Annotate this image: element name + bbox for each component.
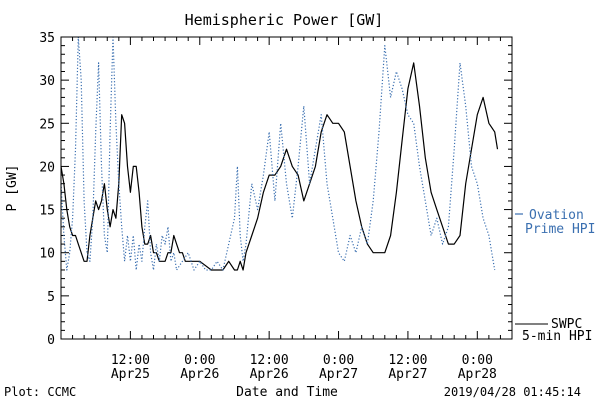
y-tick-label: 30 — [39, 74, 55, 89]
x-tick-time-label: 12:00 — [388, 353, 427, 368]
series-ovation-line — [60, 36, 496, 271]
series-swpc-line — [60, 62, 499, 271]
series-layer — [60, 36, 499, 271]
legend-swpc-line2: 5-min HPI — [522, 329, 592, 344]
x-tick-time-label: 0:00 — [184, 353, 215, 368]
y-axis-label: P [GW] — [5, 165, 20, 212]
chart-title: Hemispheric Power [GW] — [185, 11, 384, 29]
legend-swpc-line1: SWPC — [551, 317, 582, 332]
x-axis-ticks: 12:00Apr250:00Apr2612:00Apr260:00Apr2712… — [72, 37, 501, 382]
y-tick-label: 10 — [39, 247, 55, 262]
y-tick-label: 35 — [39, 31, 55, 46]
x-tick-time-label: 12:00 — [111, 353, 150, 368]
legend-swpc: SWPC 5-min HPI — [515, 317, 592, 344]
y-tick-label: 25 — [39, 117, 55, 132]
legend-ovation: Ovation Prime HPI — [515, 208, 595, 237]
x-tick-date-label: Apr25 — [111, 367, 150, 382]
legend-ovation-line1: Ovation — [529, 208, 584, 223]
y-tick-label: 20 — [39, 160, 55, 175]
x-tick-time-label: 12:00 — [250, 353, 289, 368]
y-tick-label: 15 — [39, 204, 55, 219]
x-tick-date-label: Apr28 — [458, 367, 497, 382]
y-axis-ticks: 0 5 10 15 20 25 30 35 — [39, 31, 512, 348]
y-tick-label: 0 — [47, 333, 55, 348]
x-tick-time-label: 0:00 — [323, 353, 354, 368]
plot-timestamp: 2019/04/28 01:45:14 — [444, 385, 581, 399]
plot-credit: Plot: CCMC — [4, 385, 76, 399]
plot-frame — [60, 36, 513, 340]
x-tick-date-label: Apr27 — [319, 367, 358, 382]
x-tick-date-label: Apr26 — [250, 367, 289, 382]
x-tick-date-label: Apr27 — [388, 367, 427, 382]
legend-ovation-line2: Prime HPI — [525, 222, 595, 237]
x-tick-date-label: Apr26 — [180, 367, 219, 382]
x-axis-label: Date and Time — [236, 385, 338, 400]
x-tick-time-label: 0:00 — [462, 353, 493, 368]
y-tick-label: 5 — [47, 290, 55, 305]
